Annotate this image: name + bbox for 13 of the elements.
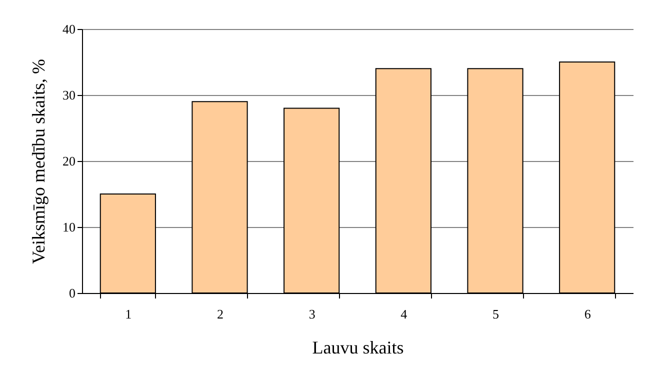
y-axis-title: Veiksmīgo medību skaits, % xyxy=(28,59,48,264)
x-tick-label: 4 xyxy=(400,306,408,322)
y-tick-label: 30 xyxy=(62,88,76,102)
x-axis-title: Lauvu skaits xyxy=(312,338,404,358)
x-tick-label: 2 xyxy=(217,306,224,322)
x-tick-label: 6 xyxy=(584,306,592,322)
y-tick-label: 20 xyxy=(62,154,76,168)
y-tick-label: 40 xyxy=(62,22,76,36)
y-tick-label: 10 xyxy=(62,220,76,234)
x-tick-label: 3 xyxy=(308,306,316,322)
x-tick-label: 1 xyxy=(125,306,132,322)
x-tick-label: 5 xyxy=(492,306,499,322)
y-tick-label: 0 xyxy=(69,286,76,300)
